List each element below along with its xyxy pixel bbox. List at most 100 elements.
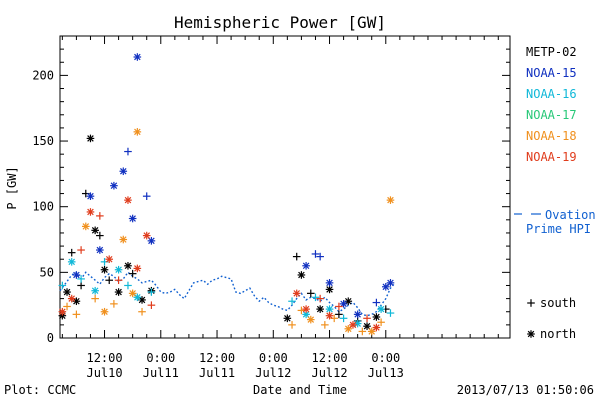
data-point-noaa-18 (306, 315, 315, 324)
x-axis-label: Date and Time (253, 383, 347, 397)
data-point-noaa-16 (91, 286, 99, 295)
data-point-noaa-16 (147, 288, 156, 296)
data-point-noaa-16 (386, 309, 395, 317)
ovation-legend-label-line2: Prime HPI (526, 222, 591, 236)
data-point-metp-02 (335, 310, 343, 319)
x-tick-label-date: Jul12 (311, 366, 347, 380)
data-point-noaa-16 (124, 281, 132, 290)
data-point-noaa-19 (142, 231, 151, 240)
data-point-metp-02 (297, 271, 306, 279)
data-point-noaa-19 (105, 255, 114, 264)
x-tick-label-time: 12:00 (311, 351, 347, 365)
data-point-noaa-15 (119, 167, 128, 176)
data-point-noaa-18 (138, 307, 146, 316)
data-point-noaa-19 (302, 305, 310, 313)
legend-item-noaa-16: NOAA-16 (526, 87, 577, 101)
data-point-noaa-16 (377, 305, 385, 313)
marker-legend-south: south (540, 296, 576, 310)
data-point-noaa-19 (349, 321, 357, 329)
data-point-metp-02 (114, 288, 123, 296)
data-point-noaa-15 (128, 214, 137, 223)
y-ticks: 0 50 100 150 200 (32, 48, 510, 345)
footer-right: 2013/07/13 01:50:06 (457, 383, 594, 397)
data-point-noaa-19 (114, 276, 123, 285)
data-point-metp-02 (325, 285, 334, 294)
data-point-noaa-16 (58, 281, 67, 290)
data-point-noaa-19 (363, 314, 371, 323)
data-point-noaa-18 (110, 300, 118, 308)
legend-item-noaa-15: NOAA-15 (526, 66, 577, 80)
data-point-noaa-18 (386, 196, 395, 204)
data-point-noaa-18 (81, 222, 90, 231)
legend-item-noaa-19: NOAA-19 (526, 150, 577, 164)
x-tick-label-time: 12:00 (86, 351, 122, 365)
x-tick-label-date: Jul11 (143, 366, 179, 380)
data-point-metp-02 (105, 276, 114, 285)
data-point-noaa-16 (114, 265, 123, 274)
data-point-noaa-15 (339, 300, 348, 308)
data-point-noaa-19 (133, 264, 142, 273)
data-point-noaa-15 (147, 237, 156, 245)
data-point-noaa-15 (316, 252, 324, 261)
data-point-noaa-15 (142, 192, 151, 200)
y-tick-label: 150 (32, 134, 54, 148)
x-tick-label-time: 0:00 (371, 351, 400, 365)
data-point-noaa-18 (358, 327, 367, 336)
data-point-noaa-15 (325, 279, 334, 287)
data-point-noaa-16 (288, 297, 296, 306)
data-point-noaa-18 (100, 307, 109, 316)
data-point-noaa-18 (377, 318, 385, 327)
data-point-metp-02 (128, 269, 137, 278)
y-axis-label: P [GW] (5, 166, 19, 209)
data-point-metp-02 (283, 314, 292, 323)
data-point-noaa-15 (386, 279, 395, 287)
data-point-metp-02 (344, 297, 353, 306)
marker-legend-symbol-north (527, 330, 535, 338)
data-point-noaa-19 (124, 196, 132, 204)
legend: METP-02 NOAA-15 NOAA-16 NOAA-17 NOAA-18 NOAA-… (514, 45, 596, 341)
data-point-metp-02 (316, 305, 324, 313)
x-tick-label-time: 12:00 (199, 351, 235, 365)
data-point-noaa-18 (72, 310, 81, 319)
data-point-metp-02 (306, 289, 315, 298)
data-point-noaa-19 (325, 311, 334, 320)
data-point-noaa-15 (72, 271, 81, 279)
data-point-noaa-19 (58, 307, 67, 316)
data-point-noaa-15 (86, 192, 95, 200)
data-point-noaa-15 (311, 250, 320, 258)
marker-legend-north: north (540, 327, 576, 341)
data-point-noaa-19 (292, 289, 301, 298)
x-ticks: 12:00Jul100:00Jul1112:00Jul110:00Jul1212… (61, 36, 499, 380)
legend-item-noaa-18: NOAA-18 (526, 129, 577, 143)
data-point-metp-02 (67, 248, 76, 257)
data-point-noaa-19 (86, 208, 95, 216)
data-point-noaa-15 (381, 282, 390, 291)
data-point-noaa-19 (372, 323, 381, 332)
y-tick-label: 50 (40, 265, 54, 279)
data-point-metp-02 (77, 281, 85, 290)
data-point-metp-02 (100, 265, 109, 274)
data-point-noaa-19 (147, 301, 156, 309)
x-tick-label-date: Jul12 (255, 366, 291, 380)
data-point-noaa-16 (311, 293, 320, 302)
data-point-noaa-18 (133, 128, 142, 136)
x-tick-label-date: Jul11 (199, 366, 235, 380)
data-point-metp-02 (63, 288, 71, 296)
data-point-noaa-18 (321, 321, 329, 329)
data-point-noaa-19 (335, 302, 343, 311)
data-point-noaa-15 (110, 181, 118, 190)
x-tick-label-date: Jul10 (86, 366, 122, 380)
data-point-noaa-19 (67, 294, 76, 303)
data-point-noaa-18 (119, 235, 128, 244)
data-point-noaa-15 (124, 147, 132, 156)
data-point-noaa-18 (288, 321, 296, 329)
plot-frame (59, 35, 511, 339)
data-point-noaa-19 (77, 246, 85, 254)
y-tick-label: 100 (32, 200, 54, 214)
data-point-metp-02 (363, 322, 371, 330)
footer-left: Plot: CCMC (4, 383, 76, 397)
data-point-noaa-15 (133, 53, 142, 61)
